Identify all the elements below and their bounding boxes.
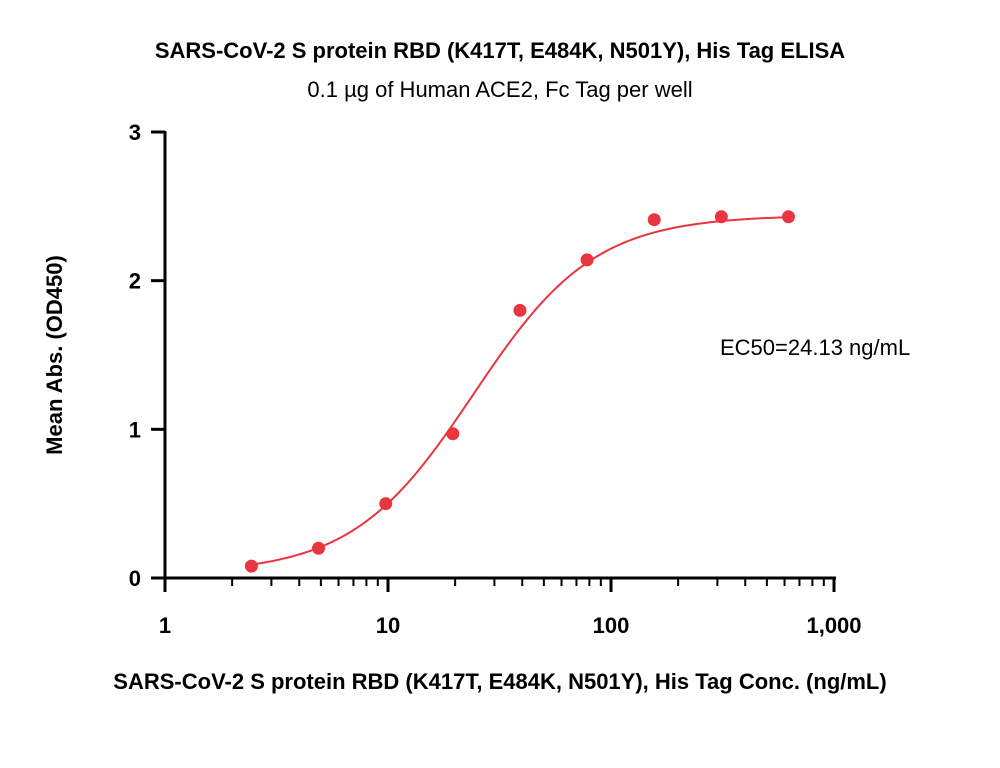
x-axis-label: SARS-CoV-2 S protein RBD (K417T, E484K, … xyxy=(113,669,886,694)
data-point xyxy=(714,210,728,224)
chart-title: SARS-CoV-2 S protein RBD (K417T, E484K, … xyxy=(155,38,845,63)
y-tick-label: 3 xyxy=(129,120,141,145)
x-tick-label: 1 xyxy=(159,613,171,638)
y-ticks: 0 1 2 3 xyxy=(129,120,165,591)
data-point xyxy=(580,253,594,267)
data-point xyxy=(647,213,661,227)
data-point xyxy=(379,497,393,511)
ec50-annotation: EC50=24.13 ng/mL xyxy=(720,335,910,360)
data-points xyxy=(244,210,795,573)
y-tick-label: 0 xyxy=(129,566,141,591)
y-tick-label: 1 xyxy=(129,417,141,442)
data-point xyxy=(244,559,258,573)
data-point xyxy=(513,303,527,317)
data-point xyxy=(446,427,460,441)
fit-curve xyxy=(251,216,789,566)
data-point xyxy=(781,210,795,224)
x-tick-label: 1,000 xyxy=(806,613,861,638)
y-axis-label: Mean Abs. (OD450) xyxy=(42,255,67,455)
data-point xyxy=(312,541,326,555)
x-tick-label: 10 xyxy=(376,613,400,638)
chart-subtitle: 0.1 µg of Human ACE2, Fc Tag per well xyxy=(307,77,692,102)
x-ticks: 1 10 100 1,000 xyxy=(159,578,862,638)
x-tick-label: 100 xyxy=(593,613,630,638)
y-tick-label: 2 xyxy=(129,269,141,294)
